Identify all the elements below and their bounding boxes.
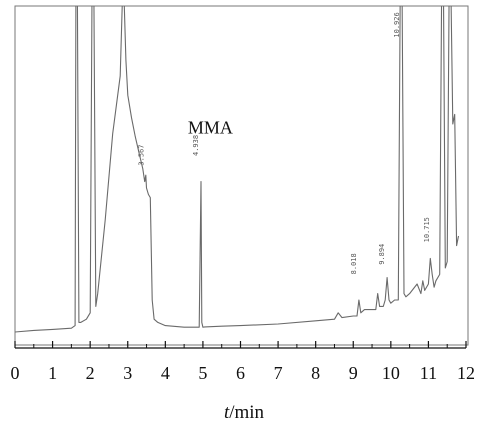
peak-label: 8.018 [350, 253, 358, 274]
x-axis-unit: /min [229, 402, 264, 423]
peak-label: 4.938 [192, 135, 200, 156]
x-axis-variable: t [224, 402, 230, 423]
annotation-mma: MMA [188, 118, 233, 138]
plot-frame [14, 5, 469, 346]
x-tick-label: 4 [161, 363, 170, 383]
x-tick-label: 10 [382, 363, 400, 383]
x-axis: 0 1 2 3 4 5 6 7 8 9 10 11 12 [11, 341, 475, 383]
x-tick-label: 8 [311, 363, 320, 383]
x-axis-title: t/min [224, 402, 265, 423]
x-tick-label: 12 [457, 363, 475, 383]
peak-label: 9.894 [378, 244, 386, 265]
peak-label: 3.567 [138, 145, 146, 166]
x-tick-label: 0 [11, 363, 20, 383]
peak-label: 10.926 [393, 12, 401, 37]
x-tick-label: 1 [48, 363, 57, 383]
chromatogram-trace [15, 6, 460, 333]
x-tick-label: 3 [123, 363, 132, 383]
x-tick-label: 2 [86, 363, 95, 383]
plot-border [14, 5, 469, 346]
series-line [15, 6, 460, 333]
x-tick-label: 7 [274, 363, 283, 383]
x-tick-label: 11 [420, 363, 437, 383]
x-tick-label: 6 [236, 363, 245, 383]
x-tick-label: 5 [198, 363, 207, 383]
peak-label: 10.715 [423, 217, 431, 242]
peak-labels: 3.567 4.938 8.018 9.894 10.926 10.715 [138, 12, 432, 274]
x-tick-label: 9 [349, 363, 358, 383]
annotations: MMA [188, 118, 233, 138]
